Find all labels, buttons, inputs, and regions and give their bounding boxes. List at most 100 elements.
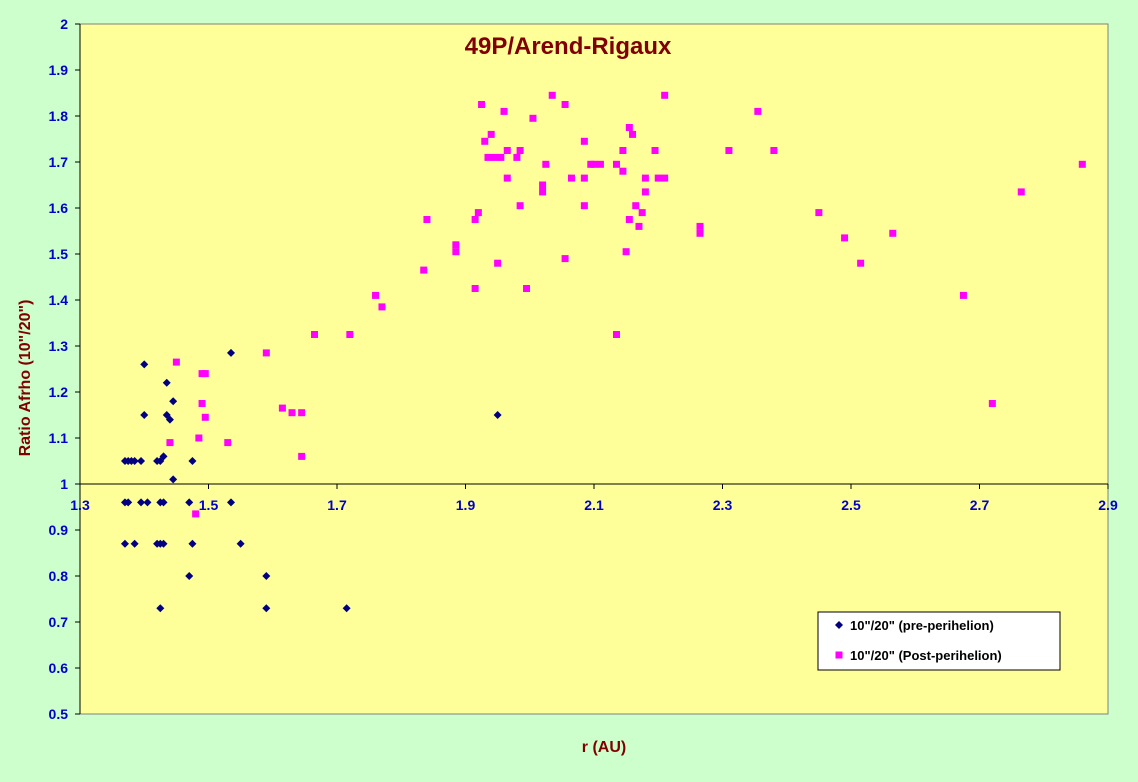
- y-tick-label: 1.6: [49, 200, 69, 216]
- data-point-post-perihelion: [841, 234, 849, 242]
- legend-marker-pre: [835, 621, 843, 629]
- data-point-pre-perihelion: [169, 397, 178, 406]
- data-point-post-perihelion: [494, 259, 502, 267]
- data-point-post-perihelion: [612, 160, 620, 168]
- data-point-pre-perihelion: [159, 452, 168, 461]
- data-point-post-perihelion: [561, 255, 569, 263]
- data-point-post-perihelion: [198, 400, 206, 407]
- data-point-post-perihelion: [619, 147, 627, 154]
- data-point-post-perihelion: [288, 409, 296, 417]
- data-point-post-perihelion: [625, 216, 633, 223]
- data-point-post-perihelion: [754, 107, 762, 115]
- y-tick-label: 1.8: [49, 108, 69, 124]
- data-point-post-perihelion: [420, 266, 428, 274]
- x-tick-label: 1.7: [327, 497, 347, 513]
- data-point-post-perihelion: [580, 202, 588, 210]
- data-point-post-perihelion: [539, 188, 547, 196]
- data-point-pre-perihelion: [137, 457, 146, 465]
- data-point-post-perihelion: [423, 216, 431, 223]
- data-point-post-perihelion: [1078, 160, 1086, 168]
- data-point-pre-perihelion: [188, 539, 197, 548]
- data-point-post-perihelion: [298, 409, 306, 417]
- data-point-post-perihelion: [224, 439, 232, 447]
- legend: 10"/20" (pre-perihelion) 10"/20" (Post-p…: [817, 611, 1061, 671]
- legend-box: [817, 611, 1061, 671]
- x-tick-labels: 1.3 1.5 1.7 1.9 2.1 2.3 2.5 2.7 2.9: [70, 497, 1118, 513]
- data-point-pre-perihelion: [165, 415, 174, 424]
- data-point-post-perihelion: [635, 222, 643, 230]
- data-point-post-perihelion: [815, 209, 823, 217]
- data-point-pre-perihelion: [130, 457, 139, 465]
- y-tick-label: 0.5: [49, 706, 69, 722]
- data-point-post-perihelion: [195, 434, 203, 442]
- data-point-post-perihelion: [696, 222, 704, 230]
- data-point-pre-perihelion: [262, 604, 271, 613]
- data-point-post-perihelion: [262, 349, 270, 357]
- data-point-post-perihelion: [959, 291, 967, 299]
- data-point-post-perihelion: [580, 174, 588, 182]
- x-axis-label: r (AU): [582, 739, 626, 756]
- data-point-post-perihelion: [542, 160, 550, 168]
- data-point-post-perihelion: [539, 181, 547, 189]
- y-tick-label: 1.1: [49, 430, 69, 446]
- data-point-pre-perihelion: [162, 378, 171, 387]
- y-tick-label: 1: [60, 476, 68, 492]
- data-point-post-perihelion: [298, 452, 306, 460]
- data-point-pre-perihelion: [130, 539, 139, 548]
- data-point-post-perihelion: [654, 174, 662, 182]
- data-point-post-perihelion: [278, 404, 286, 412]
- data-point-post-perihelion: [622, 248, 630, 256]
- plot-area: [79, 23, 1109, 715]
- data-point-post-perihelion: [988, 400, 996, 407]
- x-tick-label: 2.7: [970, 497, 990, 513]
- data-point-pre-perihelion: [493, 411, 502, 419]
- data-point-pre-perihelion: [140, 411, 149, 419]
- y-tick-label: 1.5: [49, 246, 69, 262]
- data-point-post-perihelion: [513, 153, 521, 161]
- data-point-post-perihelion: [857, 259, 865, 267]
- data-point-pre-perihelion: [226, 498, 235, 507]
- y-tick-label: 0.9: [49, 522, 69, 538]
- data-point-post-perihelion: [580, 137, 588, 145]
- y-tick-label: 1.2: [49, 384, 69, 400]
- data-point-pre-perihelion: [159, 539, 168, 548]
- data-point-post-perihelion: [632, 202, 640, 210]
- data-point-pre-perihelion: [188, 457, 197, 465]
- data-point-pre-perihelion: [124, 498, 133, 507]
- data-point-post-perihelion: [629, 130, 637, 138]
- y-tick-label: 1.7: [49, 154, 69, 170]
- x-tick-label: 1.5: [199, 497, 219, 513]
- data-point-post-perihelion: [474, 209, 482, 217]
- data-point-post-perihelion: [500, 107, 508, 115]
- data-point-post-perihelion: [516, 147, 524, 154]
- data-points: [120, 91, 1086, 613]
- y-tick-labels: 0.5 0.6 0.7 0.8 0.9 1 1.1 1.2 1.3 1.4 1.5 1.6 1.7 1.8…: [49, 16, 69, 722]
- data-point-post-perihelion: [661, 174, 669, 182]
- data-point-post-perihelion: [568, 174, 576, 182]
- data-point-post-perihelion: [651, 147, 659, 154]
- data-point-pre-perihelion: [143, 498, 152, 507]
- data-point-pre-perihelion: [137, 498, 146, 507]
- data-point-post-perihelion: [201, 413, 209, 421]
- data-point-post-perihelion: [612, 331, 620, 338]
- y-tick-label: 2: [60, 16, 68, 32]
- legend-label-post: 10"/20" (Post-perihelion): [850, 648, 1002, 663]
- y-tick-label: 1.3: [49, 338, 69, 354]
- data-point-post-perihelion: [619, 167, 627, 175]
- data-point-post-perihelion: [625, 124, 633, 131]
- x-tick-label: 1.3: [70, 497, 90, 513]
- data-point-post-perihelion: [201, 370, 209, 378]
- data-point-pre-perihelion: [185, 572, 194, 580]
- data-point-post-perihelion: [490, 153, 498, 161]
- data-point-post-perihelion: [172, 358, 180, 366]
- data-point-post-perihelion: [638, 209, 646, 217]
- data-point-post-perihelion: [725, 147, 733, 154]
- data-point-post-perihelion: [641, 174, 649, 182]
- data-point-post-perihelion: [481, 137, 489, 145]
- legend-label-pre: 10"/20" (pre-perihelion): [850, 618, 994, 633]
- data-point-pre-perihelion: [169, 475, 178, 484]
- data-point-post-perihelion: [346, 331, 354, 338]
- data-point-pre-perihelion: [120, 539, 129, 548]
